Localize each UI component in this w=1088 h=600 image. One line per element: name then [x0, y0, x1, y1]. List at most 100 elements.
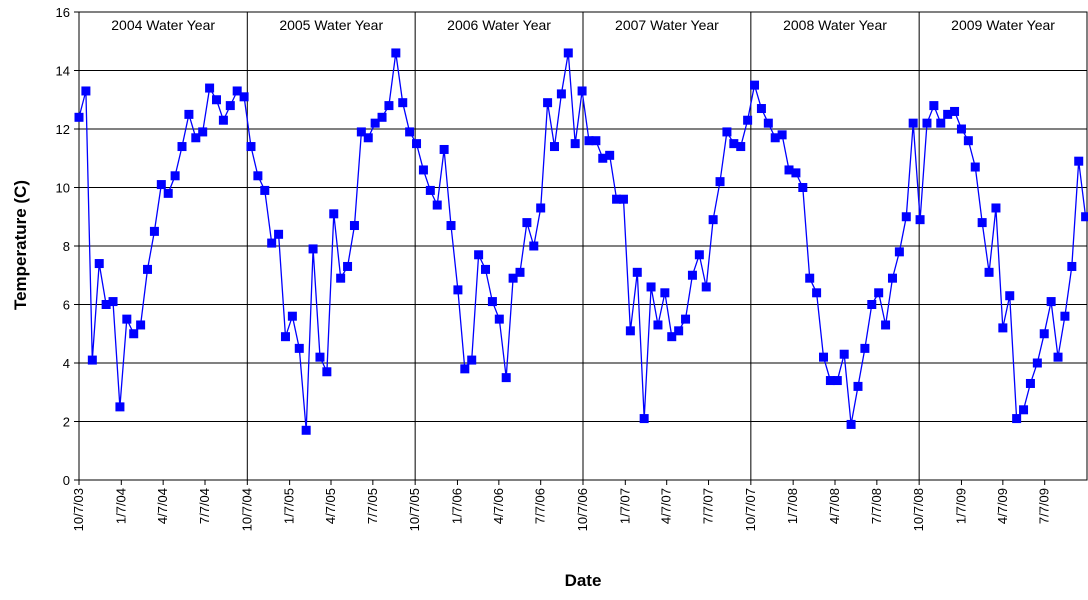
data-point-marker: [343, 261, 353, 271]
x-tick-label: 7/7/08: [869, 488, 884, 524]
data-point-marker: [1060, 311, 1070, 321]
data-point-marker: [287, 311, 297, 321]
data-point-marker: [681, 314, 691, 324]
x-tick-label: 1/7/08: [785, 488, 800, 524]
data-point-marker: [825, 376, 835, 386]
water-year-label: 2006 Water Year: [447, 17, 551, 33]
data-point-marker: [687, 270, 697, 280]
x-tick-label: 1/7/05: [282, 488, 297, 524]
data-point-marker: [605, 150, 615, 160]
data-point-marker: [211, 95, 221, 105]
data-point-marker: [398, 98, 408, 108]
data-point-marker: [322, 367, 332, 377]
data-point-marker: [798, 183, 808, 192]
data-point-marker: [646, 282, 656, 292]
data-point-marker: [612, 194, 622, 204]
data-point-marker: [529, 241, 539, 251]
x-tick-label: 10/7/06: [575, 488, 590, 531]
data-point-marker: [660, 288, 670, 298]
y-tick-label: 16: [56, 5, 70, 20]
y-tick-label: 14: [56, 64, 70, 79]
data-point-marker: [812, 288, 822, 298]
x-tick-label: 7/7/04: [197, 488, 212, 524]
data-point-marker: [205, 83, 215, 93]
data-point-marker: [577, 86, 587, 96]
data-point-marker: [170, 171, 180, 181]
data-point-marker: [1074, 156, 1084, 166]
water-year-label: 2008 Water Year: [783, 17, 887, 33]
data-point-marker: [956, 124, 966, 134]
data-point-marker: [563, 48, 573, 58]
x-tick-label: 7/7/07: [701, 488, 716, 524]
data-point-marker: [881, 320, 891, 330]
data-point-marker: [950, 106, 960, 116]
x-tick-label: 4/7/08: [827, 488, 842, 524]
x-tick-label: 10/7/08: [911, 488, 926, 531]
data-point-marker: [908, 118, 918, 128]
data-point-marker: [701, 282, 711, 292]
y-tick-label: 10: [56, 181, 70, 196]
data-point-marker: [756, 104, 766, 114]
x-tick-label: 7/7/09: [1037, 488, 1052, 524]
data-point-marker: [543, 98, 553, 108]
data-point-marker: [1032, 358, 1042, 368]
data-point-marker: [191, 133, 201, 143]
data-point-marker: [280, 332, 290, 342]
x-tick-label: 10/7/05: [407, 488, 422, 531]
data-point-marker: [494, 314, 504, 324]
data-point-marker: [474, 250, 484, 260]
data-point-marker: [791, 168, 801, 178]
x-tick-label: 1/7/06: [449, 488, 464, 524]
data-point-marker: [943, 109, 953, 119]
data-point-marker: [708, 215, 718, 225]
data-point-marker: [618, 194, 628, 204]
data-point-marker: [1025, 378, 1035, 388]
data-point-marker: [467, 355, 477, 365]
data-point-marker: [94, 259, 104, 269]
data-point-marker: [177, 142, 187, 152]
data-point-marker: [853, 381, 863, 391]
data-point-marker: [763, 118, 773, 128]
data-point-marker: [163, 188, 173, 198]
x-tick-label: 10/7/07: [743, 488, 758, 531]
data-point-marker: [136, 320, 146, 330]
data-point-marker: [329, 209, 339, 219]
data-point-marker: [1053, 352, 1063, 362]
data-point-marker: [591, 136, 601, 146]
data-point-marker: [232, 86, 242, 96]
data-point-marker: [1019, 405, 1029, 415]
data-point-marker: [308, 244, 318, 254]
data-point-marker: [225, 101, 235, 111]
data-point-marker: [253, 171, 263, 181]
data-point-marker: [549, 142, 559, 152]
data-point-marker: [267, 238, 277, 248]
x-tick-label: 7/7/06: [533, 488, 548, 524]
data-point-marker: [991, 203, 1001, 213]
data-point-marker: [481, 264, 491, 274]
data-point-marker: [632, 267, 642, 277]
data-point-marker: [722, 127, 732, 137]
data-point-marker: [432, 200, 442, 210]
data-point-marker: [246, 142, 256, 152]
data-point-marker: [439, 144, 449, 154]
data-point-marker: [832, 376, 842, 386]
data-point-marker: [667, 332, 677, 342]
data-point-marker: [356, 127, 366, 137]
data-point-marker: [922, 118, 932, 128]
data-point-marker: [1046, 297, 1056, 307]
y-tick-label: 2: [63, 415, 70, 430]
x-tick-label: 7/7/05: [365, 488, 380, 524]
data-point-marker: [515, 267, 525, 277]
data-point-marker: [143, 264, 153, 274]
x-tick-label: 1/7/09: [953, 488, 968, 524]
water-year-label: 2009 Water Year: [951, 17, 1055, 33]
data-point-marker: [894, 247, 904, 257]
data-point-marker: [805, 273, 815, 283]
data-point-marker: [294, 343, 304, 353]
data-point-marker: [198, 127, 208, 137]
data-point-marker: [570, 139, 580, 149]
data-point-marker: [998, 323, 1008, 333]
data-point-marker: [901, 212, 911, 222]
